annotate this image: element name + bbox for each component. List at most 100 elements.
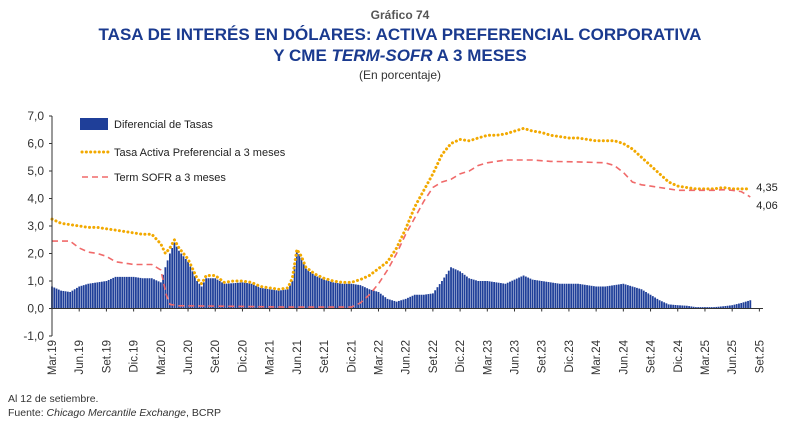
bar-diferencial [277, 290, 280, 309]
chart-title-line1: TASA DE INTERÉS EN DÓLARES: ACTIVA PREFE… [98, 25, 702, 44]
bar-diferencial [311, 273, 314, 309]
bar-diferencial [316, 276, 319, 309]
bar-diferencial [60, 290, 62, 309]
x-axis-ticks: Mar.19 Jun.19 Set.19 Dic.19 Mar.20 Jun.20 Set.… [47, 308, 766, 375]
bar-diferencial [175, 246, 178, 309]
bar-diferencial [237, 282, 239, 309]
bar-diferencial [506, 282, 509, 309]
bar-diferencial [481, 281, 484, 309]
bar-diferencial [602, 286, 604, 309]
bar-diferencial [484, 281, 486, 309]
bar-diferencial [674, 304, 677, 309]
bar-diferencial [196, 281, 199, 309]
bar-diferencial [583, 284, 586, 309]
bar-diferencial [416, 294, 418, 309]
end-label-activa: 4,35 [756, 182, 777, 194]
bar-diferencial [558, 283, 561, 309]
bar-diferencial [617, 284, 620, 309]
bar-diferencial [391, 300, 393, 309]
bar-diferencial [749, 300, 752, 309]
bar-diferencial [511, 280, 514, 309]
bar-diferencial [427, 294, 430, 309]
y-tick-label: 6,0 [27, 137, 44, 151]
bar-diferencial [565, 283, 568, 309]
bar-diferencial [642, 290, 645, 309]
bar-diferencial [731, 305, 734, 309]
bar-diferencial [488, 281, 491, 309]
bar-diferencial [205, 278, 208, 309]
bar-diferencial [291, 281, 294, 309]
bar-diferencial [382, 295, 384, 309]
bar-diferencial [173, 242, 176, 309]
bar-diferencial [307, 270, 310, 309]
bar-diferencial [420, 294, 423, 309]
bar-diferencial [216, 279, 219, 309]
bar-diferencial [692, 306, 695, 309]
bar-diferencial [538, 280, 541, 309]
bar-diferencial [168, 253, 171, 309]
bar-diferencial [354, 284, 357, 309]
bar-diferencial [552, 282, 554, 309]
x-tick-label: Jun.24 [618, 339, 630, 374]
bar-diferencial [80, 285, 83, 309]
bar-diferencial [300, 257, 303, 309]
x-tick-label: Jun.25 [727, 340, 739, 375]
title-prefix: Y CME [273, 46, 332, 65]
x-tick-label: Set.20 [210, 340, 222, 373]
bar-diferencial [144, 278, 146, 309]
bar-diferencial [397, 300, 400, 309]
bar-diferencial [547, 282, 550, 309]
bar-diferencial [393, 300, 396, 309]
bar-diferencial [89, 283, 92, 309]
bar-diferencial [114, 276, 117, 309]
bar-diferencial [139, 277, 142, 309]
bar-diferencial [468, 278, 471, 309]
x-tick-label: Set.25 [754, 340, 766, 373]
footnote: Al 12 de setiembre. [8, 393, 99, 405]
bar-diferencial [490, 281, 493, 309]
bar-diferencial [320, 278, 323, 309]
bar-diferencial [171, 248, 174, 309]
bar-diferencial [497, 282, 500, 309]
bar-diferencial [665, 303, 668, 309]
bar-diferencial [273, 289, 276, 309]
bar-diferencial [366, 288, 369, 309]
bar-diferencial [305, 268, 307, 309]
bar-diferencial [230, 283, 233, 309]
title-italic: TERM-SOFR [331, 46, 433, 65]
x-tick-label: Jun.23 [510, 340, 522, 375]
x-tick-label: Dic.21 [346, 340, 358, 373]
y-tick-label: 4,0 [27, 192, 44, 206]
bar-diferencial [341, 283, 344, 309]
bar-diferencial [590, 285, 593, 309]
source-suffix: , BCRP [186, 407, 222, 419]
bar-diferencial [463, 274, 466, 309]
bar-diferencial [191, 271, 194, 309]
bars-diferencial [51, 242, 752, 309]
bar-diferencial [649, 294, 652, 309]
bar-diferencial [150, 278, 153, 309]
bar-diferencial [203, 282, 205, 309]
bar-diferencial [255, 285, 257, 309]
bar-diferencial [574, 283, 577, 309]
line-term-sofr [52, 159, 751, 308]
bar-diferencial [248, 283, 251, 309]
bar-diferencial [452, 268, 455, 309]
bar-diferencial [64, 291, 67, 309]
bar-diferencial [688, 306, 690, 309]
bar-diferencial [119, 276, 121, 309]
bar-diferencial [146, 278, 149, 309]
source-note: Fuente: Chicago Mercantile Exchange, BCR… [8, 407, 221, 419]
bar-diferencial [543, 281, 545, 309]
line-tasa-activa [50, 126, 752, 291]
bar-diferencial [554, 283, 557, 309]
bar-diferencial [504, 283, 507, 309]
y-tick-label: -1,0 [23, 329, 44, 343]
bar-diferencial [225, 283, 228, 309]
bar-diferencial [384, 297, 387, 309]
bar-diferencial [606, 286, 609, 309]
bar-diferencial [207, 278, 210, 309]
bar-diferencial [611, 285, 613, 309]
bar-diferencial [259, 287, 262, 309]
bar-diferencial [656, 298, 659, 309]
